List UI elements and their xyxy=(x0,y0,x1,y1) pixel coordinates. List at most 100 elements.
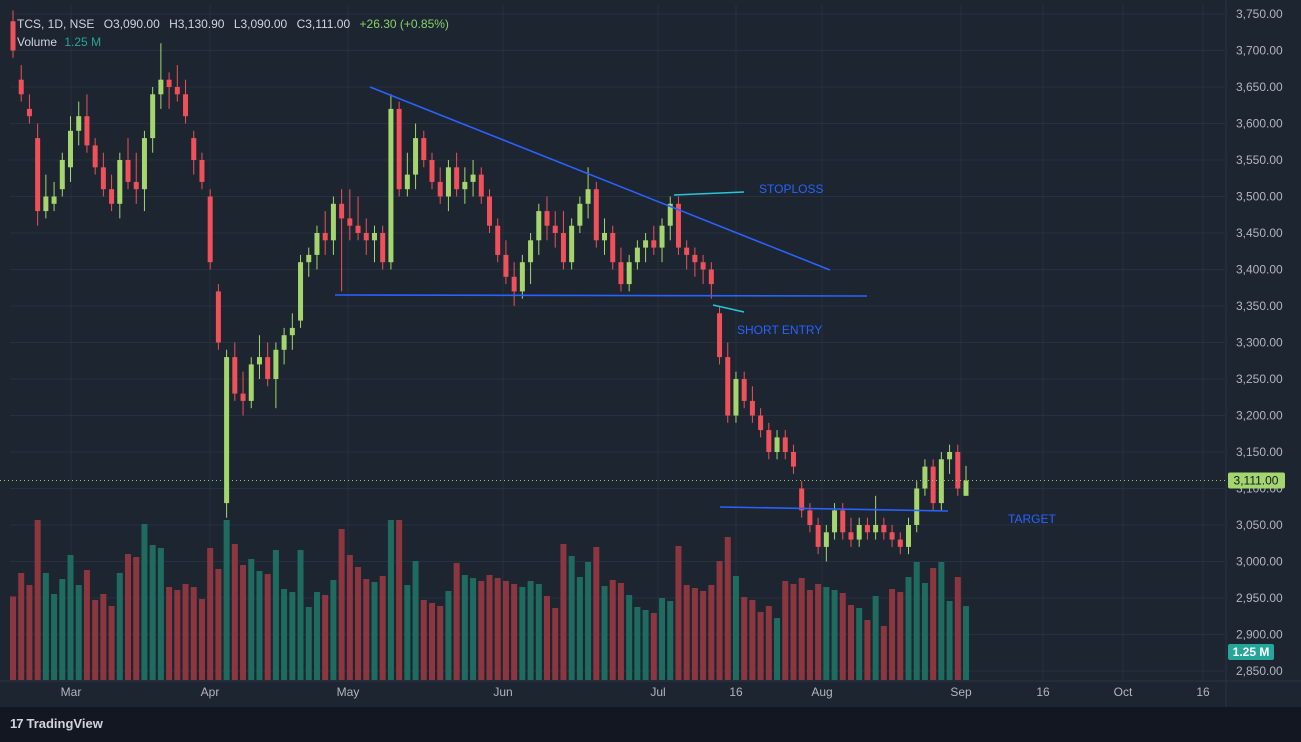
candle-body[interactable] xyxy=(487,196,492,226)
candle-body[interactable] xyxy=(363,233,369,241)
candle-body[interactable] xyxy=(404,174,410,190)
candle-body[interactable] xyxy=(519,262,525,292)
candle-body[interactable] xyxy=(536,211,542,241)
candle-body[interactable] xyxy=(905,525,911,547)
candle-body[interactable] xyxy=(92,145,98,168)
candle-body[interactable] xyxy=(823,532,829,547)
candle-body[interactable] xyxy=(864,525,870,533)
volume-label[interactable]: Volume xyxy=(17,35,58,49)
candle-body[interactable] xyxy=(421,138,427,160)
tradingview-logo[interactable]: 17 TradingView xyxy=(10,716,103,731)
candle-body[interactable] xyxy=(528,240,534,263)
candle-body[interactable] xyxy=(807,510,813,525)
candle-body[interactable] xyxy=(462,181,468,190)
candle-body[interactable] xyxy=(256,357,262,365)
candle-body[interactable] xyxy=(314,233,320,255)
candle-body[interactable] xyxy=(725,357,731,416)
candle-body[interactable] xyxy=(158,79,164,95)
candle-body[interactable] xyxy=(273,349,279,379)
candle-body[interactable] xyxy=(240,393,246,401)
candle-body[interactable] xyxy=(478,174,484,197)
candle-body[interactable] xyxy=(963,480,969,496)
candle-body[interactable] xyxy=(191,138,197,160)
candle-body[interactable] xyxy=(495,225,501,255)
candle-body[interactable] xyxy=(224,357,230,504)
candle-body[interactable] xyxy=(881,525,887,533)
candle-body[interactable] xyxy=(330,203,336,241)
candle-body[interactable] xyxy=(790,452,796,467)
candle-body[interactable] xyxy=(355,225,361,233)
candle-body[interactable] xyxy=(59,160,65,190)
candle-body[interactable] xyxy=(166,79,172,87)
candle-body[interactable] xyxy=(741,379,747,401)
candle-body[interactable] xyxy=(84,116,90,146)
candle-body[interactable] xyxy=(207,196,213,263)
candle-body[interactable] xyxy=(133,181,139,190)
candle-body[interactable] xyxy=(643,240,649,248)
candle-body[interactable] xyxy=(560,233,566,263)
candle-body[interactable] xyxy=(897,539,903,547)
candle-body[interactable] xyxy=(782,437,788,452)
candle-body[interactable] xyxy=(454,167,460,190)
candle-body[interactable] xyxy=(708,269,714,285)
candle-body[interactable] xyxy=(68,130,74,168)
candle-body[interactable] xyxy=(380,233,386,263)
candle-body[interactable] xyxy=(322,233,328,241)
candle-body[interactable] xyxy=(626,262,632,285)
candle-body[interactable] xyxy=(832,510,838,533)
candle-body[interactable] xyxy=(569,225,575,263)
candle-body[interactable] xyxy=(873,525,879,533)
candle-body[interactable] xyxy=(437,181,443,197)
candle-body[interactable] xyxy=(43,196,49,212)
candle-body[interactable] xyxy=(174,87,180,95)
candle-body[interactable] xyxy=(544,211,550,226)
candle-body[interactable] xyxy=(298,262,304,321)
candle-body[interactable] xyxy=(659,225,665,248)
candle-body[interactable] xyxy=(700,262,706,270)
candle-body[interactable] xyxy=(289,327,295,336)
candle-body[interactable] xyxy=(265,357,271,379)
candle-body[interactable] xyxy=(470,174,476,182)
candle-body[interactable] xyxy=(667,203,673,226)
candle-body[interactable] xyxy=(651,240,657,248)
candle-body[interactable] xyxy=(692,254,698,263)
price-axis[interactable] xyxy=(1226,0,1301,707)
candle-body[interactable] xyxy=(281,335,287,350)
candle-body[interactable] xyxy=(618,262,624,285)
candle-body[interactable] xyxy=(930,466,936,504)
candle-body[interactable] xyxy=(503,254,509,277)
candle-body[interactable] xyxy=(552,225,558,233)
candle-body[interactable] xyxy=(51,196,57,204)
candle-body[interactable] xyxy=(856,525,862,540)
candle-body[interactable] xyxy=(577,203,583,226)
candle-body[interactable] xyxy=(889,532,895,540)
candle-body[interactable] xyxy=(125,160,131,182)
candle-body[interactable] xyxy=(248,364,254,401)
candle-body[interactable] xyxy=(347,218,353,226)
candle-body[interactable] xyxy=(388,108,394,263)
candle-body[interactable] xyxy=(141,138,147,190)
candle-body[interactable] xyxy=(18,79,24,95)
candle-body[interactable] xyxy=(232,357,238,394)
candle-body[interactable] xyxy=(109,189,115,204)
candle-body[interactable] xyxy=(840,510,846,533)
candle-body[interactable] xyxy=(396,108,402,190)
candle-body[interactable] xyxy=(445,167,451,197)
candle-body[interactable] xyxy=(815,525,821,547)
candle-body[interactable] xyxy=(339,203,345,219)
candle-body[interactable] xyxy=(602,233,608,241)
candle-body[interactable] xyxy=(215,291,221,343)
candle-body[interactable] xyxy=(610,233,616,263)
candle-body[interactable] xyxy=(585,189,591,204)
candle-body[interactable] xyxy=(947,452,953,460)
candle-body[interactable] xyxy=(429,160,435,182)
candle-body[interactable] xyxy=(35,138,41,212)
symbol-label[interactable]: TCS, 1D, NSE xyxy=(17,17,95,31)
candle-body[interactable] xyxy=(10,21,16,51)
candle-body[interactable] xyxy=(100,167,106,190)
candle-body[interactable] xyxy=(799,488,805,511)
candle-body[interactable] xyxy=(183,94,189,117)
candle-body[interactable] xyxy=(511,276,517,292)
descending-trendline[interactable] xyxy=(369,86,831,271)
candle-body[interactable] xyxy=(733,379,739,416)
